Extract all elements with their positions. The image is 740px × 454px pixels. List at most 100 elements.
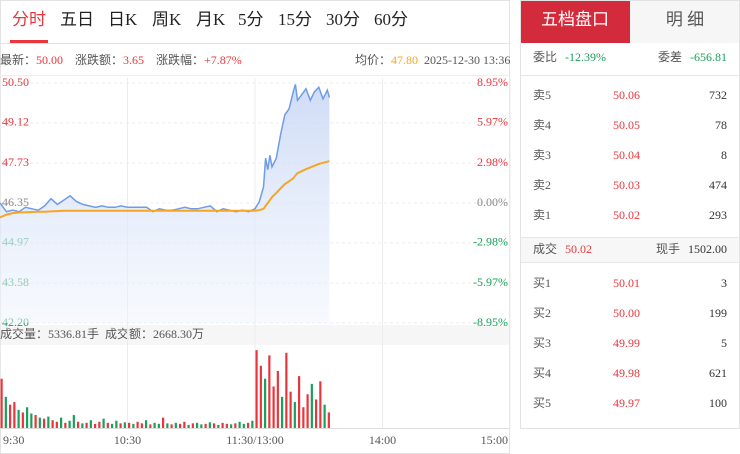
volume-bar <box>68 420 71 428</box>
y2-tick-label: 2.98% <box>477 155 508 169</box>
volume-bar <box>264 378 267 428</box>
y2-tick-label: -5.97% <box>473 275 508 289</box>
tab[interactable]: 分时 <box>12 10 46 29</box>
volume-bar <box>9 404 12 428</box>
tab[interactable]: 5分 <box>238 10 264 29</box>
quote-change: 涨跌额：3.65 <box>75 52 144 67</box>
level-price: 49.99 <box>613 336 640 350</box>
volume-bar <box>17 409 20 428</box>
volume-bar <box>136 421 139 428</box>
volume-bar <box>64 422 67 428</box>
volume-bar <box>145 420 148 428</box>
tab[interactable]: 周K <box>152 10 182 29</box>
volume-bar <box>242 423 245 428</box>
volume-bar <box>191 423 194 428</box>
level-volume: 621 <box>709 366 727 380</box>
y2-tick-label: -2.98% <box>473 235 508 249</box>
volume-bar <box>38 417 41 428</box>
volume-bar <box>196 422 199 428</box>
volume-bar <box>85 422 88 428</box>
x-tick-label: 9:30 <box>3 433 24 447</box>
y-tick-label: 47.73 <box>2 155 29 169</box>
level-label: 买1 <box>533 276 551 290</box>
tab-active[interactable] <box>521 1 630 43</box>
ratio: 委比 -12.39% <box>533 50 606 64</box>
level-label: 卖5 <box>533 88 551 102</box>
volume-bar <box>293 402 296 428</box>
volume-amount: 成交额：2668.30万 <box>105 326 204 341</box>
volume-bar <box>4 396 7 428</box>
volume-bar <box>255 350 258 428</box>
volume-bar <box>323 404 326 428</box>
y-tick-label: 49.12 <box>2 115 29 129</box>
volume-bar <box>21 412 24 428</box>
volume-bar <box>327 412 330 428</box>
volume-bar <box>34 415 37 428</box>
volume-bar <box>251 420 254 428</box>
y-tick-label: 46.35 <box>2 195 29 209</box>
volume-bar <box>89 420 92 428</box>
volume-bar <box>225 423 228 428</box>
tab-label[interactable]: 五档盘口 <box>541 10 609 29</box>
level-label: 买3 <box>533 336 551 350</box>
volume-bar <box>217 424 220 428</box>
quote-avg: 均价：47.80 <box>355 53 418 67</box>
volume-bar <box>81 423 84 428</box>
quote-latest: 最新：50.00 <box>0 52 63 67</box>
volume-bar <box>259 365 262 428</box>
tab[interactable]: 60分 <box>374 10 408 29</box>
trade-row <box>521 237 739 262</box>
volume-bar <box>230 424 233 428</box>
volume-bar <box>204 423 207 428</box>
volume-bar <box>13 402 16 428</box>
tab[interactable]: 15分 <box>278 10 312 29</box>
volume-bar <box>51 420 54 428</box>
y2-tick-label: 0.00% <box>477 195 508 209</box>
volume-bar <box>106 422 109 428</box>
volume-bar <box>298 376 301 428</box>
volume-bar <box>149 424 152 428</box>
level-price: 49.97 <box>613 396 640 410</box>
diff: 委差 -656.81 <box>658 50 727 64</box>
y2-tick-label: 5.97% <box>477 115 508 129</box>
x-tick-label: 11:30/13:00 <box>226 433 284 447</box>
level-price: 50.00 <box>613 306 640 320</box>
volume-bar <box>276 370 279 428</box>
volume-bar <box>166 423 169 428</box>
volume-bar <box>111 423 114 428</box>
volume-bar <box>132 423 135 428</box>
tab-inactive[interactable] <box>630 1 739 43</box>
order-book-panel <box>520 0 740 429</box>
x-tick-label: 10:30 <box>114 433 141 447</box>
level-label: 买5 <box>533 396 551 410</box>
tab[interactable]: 日K <box>108 10 138 29</box>
level-volume: 78 <box>715 118 727 132</box>
y2-tick-label: 8.95% <box>477 75 508 89</box>
volume-bar <box>77 421 80 428</box>
volume-bar <box>213 423 216 428</box>
volume-bar <box>200 424 203 428</box>
level-volume: 3 <box>721 276 727 290</box>
volume-bar <box>102 418 105 428</box>
tab[interactable]: 30分 <box>326 10 360 29</box>
level-label: 卖1 <box>533 208 551 222</box>
volume-bar <box>72 415 75 428</box>
level-volume: 474 <box>709 178 727 192</box>
tab[interactable]: 五日 <box>60 10 94 29</box>
quote-change-pct: 涨跌幅：+7.87% <box>156 52 242 67</box>
volume-bar <box>47 416 50 428</box>
y-tick-label: 50.50 <box>2 75 29 89</box>
tab-label[interactable]: 明 细 <box>666 10 704 29</box>
level-price: 50.02 <box>613 208 640 222</box>
volume-bar <box>26 407 29 428</box>
x-tick-label: 14:00 <box>369 433 396 447</box>
volume-bar <box>285 352 288 428</box>
volume-bar <box>234 423 237 428</box>
y2-tick-label: -8.95% <box>473 315 508 329</box>
volume-bar <box>315 399 318 428</box>
volume-bar <box>174 422 177 428</box>
tab[interactable]: 月K <box>196 10 226 29</box>
level-volume: 5 <box>721 336 727 350</box>
level-volume: 8 <box>721 148 727 162</box>
level-label: 买2 <box>533 306 551 320</box>
